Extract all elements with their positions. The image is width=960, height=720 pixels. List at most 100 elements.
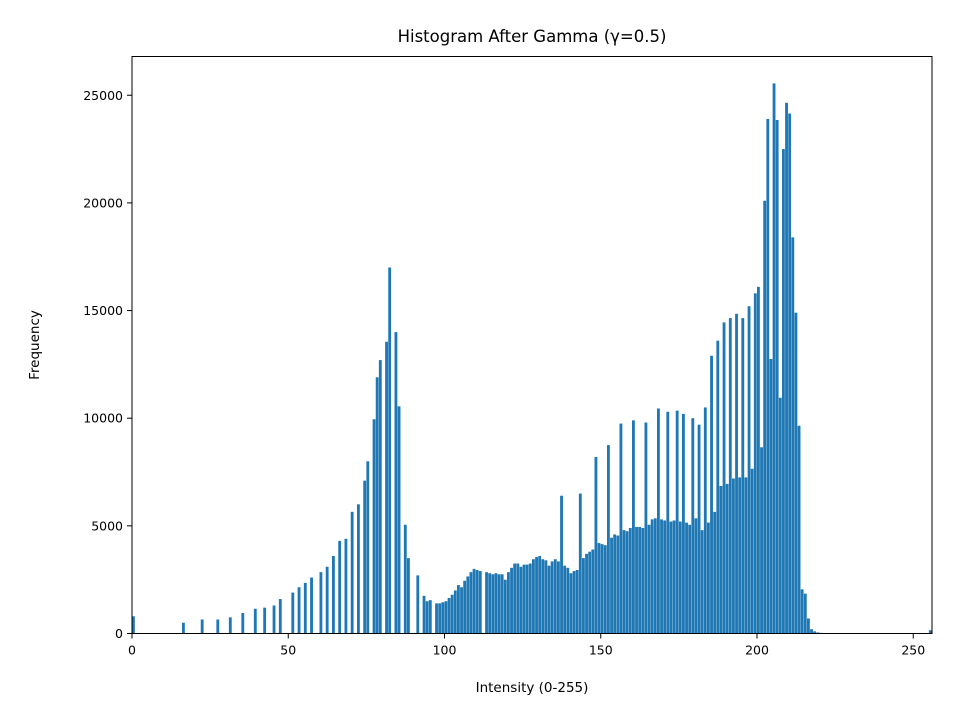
histogram-bar: [363, 480, 367, 634]
histogram-bar: [560, 495, 563, 634]
histogram-bar: [772, 83, 776, 634]
histogram-bar: [769, 358, 773, 634]
histogram-bar: [375, 377, 379, 634]
histogram-bar: [466, 576, 470, 634]
histogram-bar: [600, 544, 604, 634]
histogram-bar: [325, 566, 329, 634]
histogram-bar: [503, 579, 507, 634]
histogram-bar: [535, 557, 538, 634]
histogram-bar: [791, 237, 795, 634]
histogram-bar: [725, 483, 729, 634]
histogram-bar: [407, 558, 410, 634]
histogram-bar: [297, 587, 301, 634]
histogram-bar: [441, 602, 445, 634]
histogram-bar: [650, 519, 654, 634]
histogram-bar: [500, 574, 504, 634]
histogram-bar: [797, 425, 801, 634]
histogram-bar: [200, 619, 204, 634]
histogram-bar: [510, 567, 513, 634]
histogram-bar: [635, 526, 638, 634]
histogram-bar: [688, 524, 692, 634]
histogram-bar: [803, 593, 807, 634]
histogram-bar: [338, 540, 342, 634]
histogram-bar: [675, 410, 679, 634]
histogram-bar: [669, 521, 673, 634]
histogram-bar: [816, 632, 820, 634]
histogram-bar: [278, 599, 282, 634]
histogram-bar: [541, 559, 545, 634]
histogram-bar: [272, 605, 276, 634]
histogram-bar: [691, 418, 695, 634]
histogram-bar: [700, 530, 704, 634]
x-tick-label: 200: [745, 643, 769, 658]
histogram-bar: [738, 477, 742, 634]
histogram-bar: [766, 118, 770, 634]
histogram-bar: [438, 603, 442, 634]
histogram-bar: [538, 555, 542, 634]
histogram-bar: [416, 575, 420, 634]
histogram-bar: [778, 397, 782, 634]
histogram-bar: [616, 535, 620, 634]
x-tick-label: 250: [901, 643, 925, 658]
histogram-bar: [653, 518, 657, 634]
histogram-bar: [735, 313, 738, 634]
histogram-bar: [457, 585, 460, 634]
histogram-bar: [397, 406, 401, 634]
histogram-bar: [566, 567, 570, 634]
histogram-bar: [469, 572, 473, 634]
histogram-bar: [497, 574, 501, 634]
x-tick-label: 50: [280, 643, 296, 658]
histogram-bar: [785, 102, 788, 634]
histogram-bar: [719, 486, 723, 634]
histogram-bar: [625, 531, 629, 634]
histogram-bar: [613, 534, 617, 634]
histogram-bar: [425, 601, 429, 634]
chart-title: Histogram After Gamma (γ=0.5): [398, 27, 667, 46]
histogram-bar: [597, 543, 601, 634]
histogram-bar: [707, 522, 710, 634]
histogram-bar: [810, 629, 813, 634]
histogram-bar: [350, 511, 354, 634]
histogram-bar: [741, 318, 745, 634]
histogram-bar: [632, 420, 635, 634]
histogram-bar: [366, 461, 370, 634]
histogram-bar: [685, 522, 688, 634]
histogram-bar: [760, 447, 763, 634]
histogram-bar: [485, 572, 488, 634]
histogram-bar: [216, 619, 220, 634]
histogram-bar: [800, 589, 804, 634]
histogram-bar: [263, 607, 267, 634]
histogram-bar: [378, 360, 382, 634]
histogram-bar: [575, 569, 579, 634]
histogram-bar: [682, 413, 685, 634]
histogram-bar: [619, 423, 623, 634]
x-tick-label: 150: [589, 643, 613, 658]
histogram-bar: [444, 601, 448, 634]
histogram-bar: [310, 577, 313, 634]
histogram-bar: [710, 355, 713, 634]
histogram-bar: [588, 551, 592, 634]
histogram-bar: [607, 445, 610, 634]
histogram-bar: [253, 608, 257, 634]
histogram-bar: [472, 568, 476, 634]
histogram-bar: [291, 592, 295, 634]
histogram-bar: [744, 477, 748, 634]
histogram-bar: [132, 616, 135, 634]
histogram-bar: [788, 113, 792, 634]
histogram-bar: [475, 569, 479, 634]
histogram-bar: [578, 493, 582, 634]
histogram-bar: [453, 590, 457, 634]
y-tick-label: 0: [115, 626, 123, 641]
histogram-bar: [494, 573, 498, 634]
histogram-bar: [547, 565, 551, 634]
histogram-bar: [385, 341, 388, 634]
histogram-bar: [522, 564, 526, 634]
y-tick-label: 5000: [91, 518, 123, 533]
y-tick-label: 25000: [83, 88, 123, 103]
histogram-bar: [928, 630, 932, 634]
histogram-bar: [428, 600, 432, 634]
histogram-bar: [750, 468, 754, 634]
histogram-bar: [228, 617, 232, 634]
histogram-bar: [638, 526, 642, 634]
histogram-bar: [713, 511, 717, 634]
